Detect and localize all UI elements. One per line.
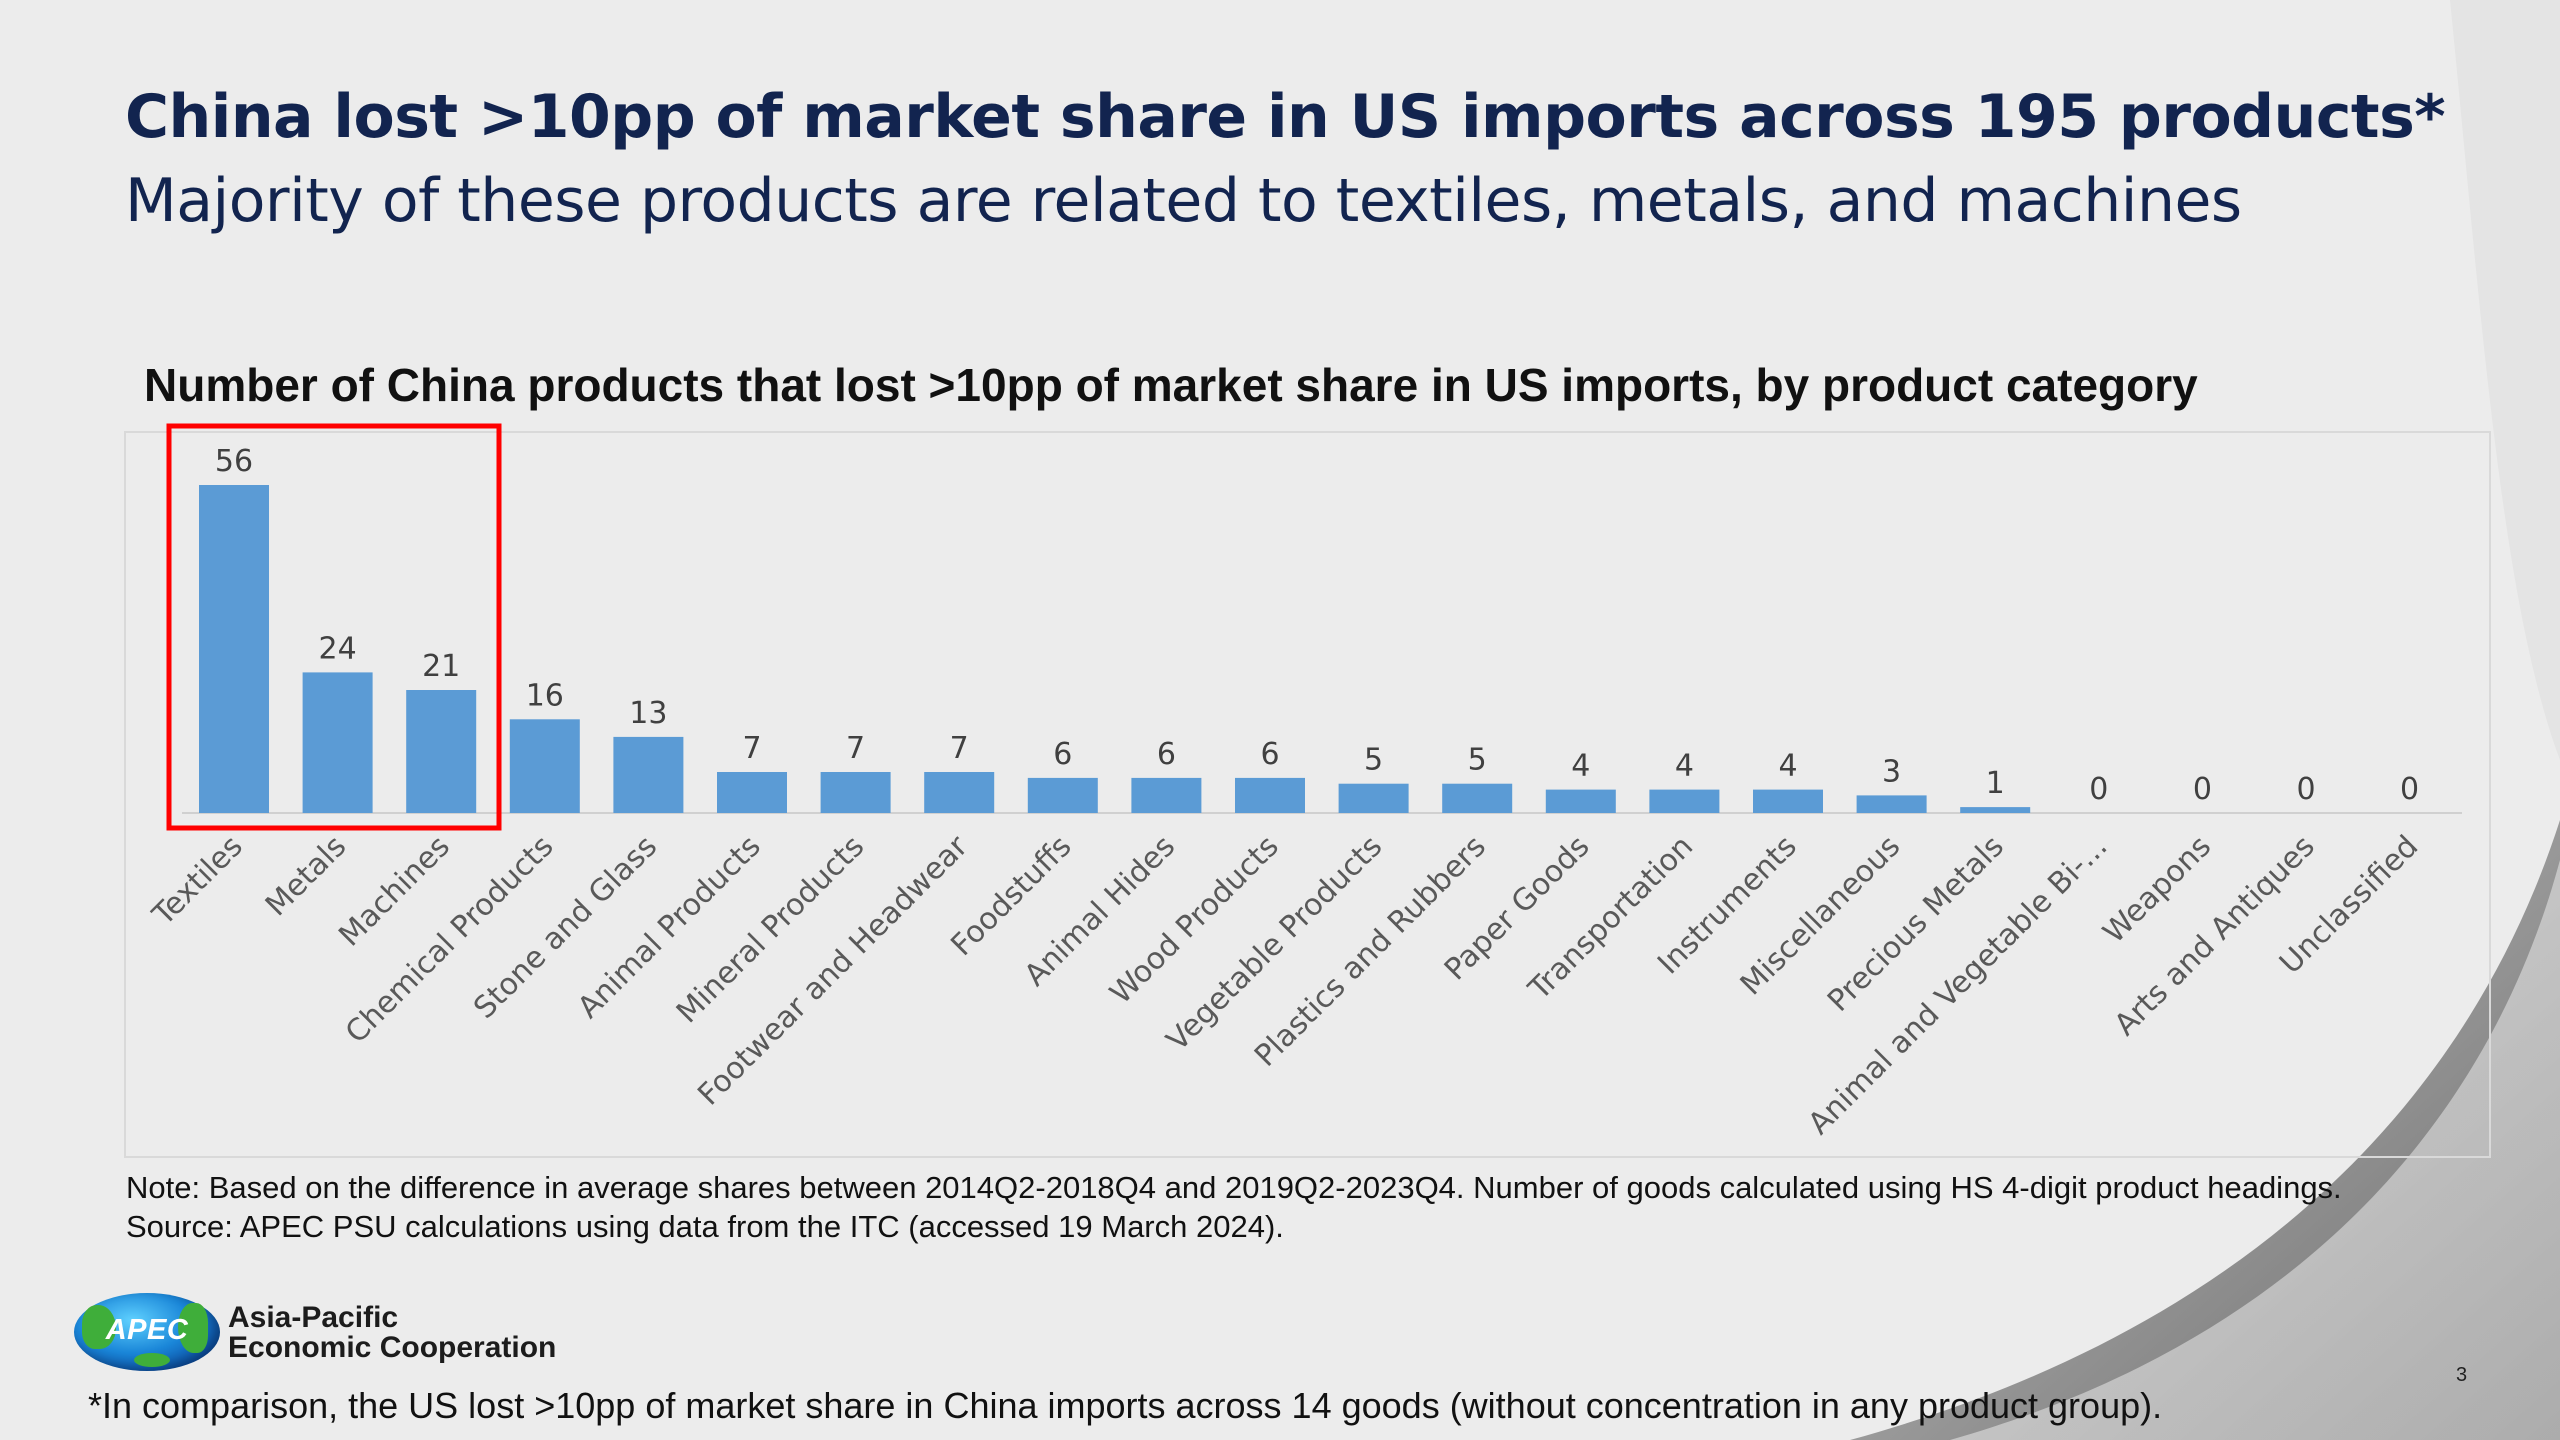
bar-value-label: 6 (1260, 737, 1279, 772)
bar-value-label: 0 (2193, 772, 2212, 807)
bar-value-label: 56 (215, 444, 253, 479)
category-label: Animal Products (571, 829, 767, 1025)
category-label: Metals (259, 829, 353, 923)
bar-value-label: 4 (1675, 749, 1694, 784)
bar-value-label: 3 (1882, 754, 1901, 789)
bar (1131, 777, 1202, 813)
bar (199, 485, 269, 813)
chart-plot-area (124, 431, 2491, 1158)
bar (1753, 789, 1823, 813)
bar-value-label: 7 (742, 731, 761, 766)
globe-icon: APEC (74, 1293, 220, 1371)
logo-acronym: APEC (105, 1314, 189, 1346)
bar-value-label: 0 (2089, 772, 2108, 807)
note-text: Note: Based on the difference in average… (126, 1170, 2342, 1205)
category-label: Stone and Glass (467, 829, 664, 1026)
bar (1649, 789, 1720, 813)
bar-value-label: 16 (526, 678, 564, 713)
chart-title: Number of China products that lost >10pp… (144, 359, 2198, 411)
bar-value-label: 21 (422, 649, 460, 684)
logo-name-line-2: Economic Cooperation (228, 1331, 557, 1364)
bar-value-label: 4 (1571, 749, 1590, 784)
bar (1960, 807, 2031, 813)
bar-value-label: 7 (846, 731, 865, 766)
bar (1235, 777, 1305, 813)
bar-value-label: 0 (2296, 772, 2315, 807)
bar-value-label: 1 (1986, 766, 2005, 801)
category-label: Arts and Antiques (2108, 829, 2322, 1043)
bar (1545, 789, 1616, 813)
highlight-box (166, 423, 502, 831)
bar-value-label: 24 (319, 631, 357, 666)
value-labels-group: 56 24 21 16 13 7 7 7 6 6 6 5 5 4 4 4 3 1 0 0 0 0 (215, 444, 2419, 807)
logo-name-line-1: Asia-Pacific (228, 1301, 399, 1334)
bar (1027, 777, 1098, 813)
apec-logo: APEC Asia-Pacific Economic Cooperation (74, 1293, 574, 1373)
footnote: *In comparison, the US lost >10pp of mar… (88, 1385, 2163, 1426)
bar-value-label: 13 (629, 696, 667, 731)
bar-value-label: 6 (1053, 737, 1072, 772)
bar-value-label: 5 (1468, 743, 1487, 778)
bar (717, 772, 787, 813)
bar (1856, 795, 1927, 813)
bar-value-label: 0 (2400, 772, 2419, 807)
bar (924, 772, 995, 813)
bar (302, 672, 373, 813)
bar (406, 690, 477, 813)
source-text: Source: APEC PSU calculations using data… (126, 1209, 1284, 1244)
category-label: Textiles (145, 829, 249, 933)
bar (1442, 783, 1513, 813)
bar (613, 736, 684, 813)
bar (820, 772, 891, 813)
bar-value-label: 6 (1157, 737, 1176, 772)
category-label: Precious Metals (1821, 829, 2011, 1019)
headline: China lost >10pp of market share in US i… (125, 82, 2446, 152)
bar (509, 719, 580, 813)
bars-group (199, 485, 2031, 813)
subheadline: Majority of these products are related t… (125, 166, 2242, 236)
bar-value-label: 7 (950, 731, 969, 766)
bar (1338, 783, 1409, 813)
bar-value-label: 5 (1364, 743, 1383, 778)
bar-value-label: 4 (1778, 749, 1797, 784)
category-label: Mineral Products (670, 829, 871, 1030)
page-number: 3 (2456, 1364, 2468, 1386)
